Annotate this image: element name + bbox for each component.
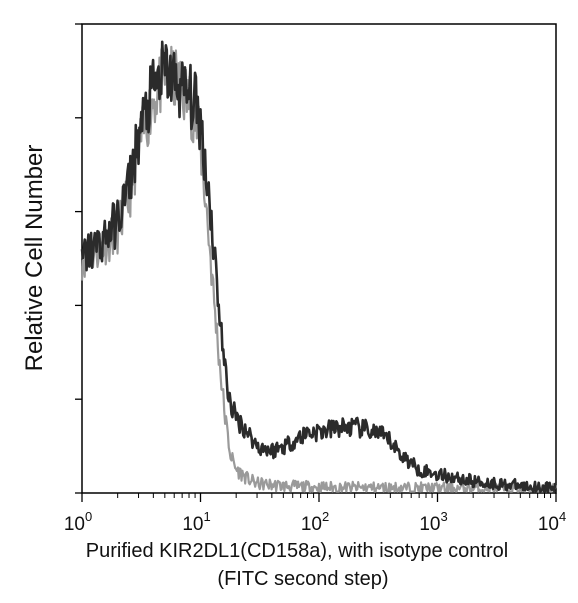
plot-frame — [81, 23, 557, 494]
x-axis-label-line1: Purified KIR2DL1(CD158a), with isotype c… — [86, 540, 508, 562]
x-tick-label: 104 — [538, 509, 566, 535]
x-tick-label: 101 — [182, 509, 210, 535]
y-axis — [75, 23, 82, 494]
histogram-series-isotype-control — [80, 45, 558, 493]
x-axis: 100 101 102 103 104 — [64, 493, 566, 535]
y-axis-label: Relative Cell Number — [21, 145, 48, 372]
x-tick-label: 102 — [301, 509, 329, 535]
x-axis-label-line2: (FITC second step) — [217, 568, 388, 590]
x-tick-label: 100 — [64, 509, 92, 535]
histogram-series-kir2dl1 — [80, 40, 557, 493]
series-layer — [80, 40, 558, 493]
x-tick-label: 103 — [419, 509, 447, 535]
